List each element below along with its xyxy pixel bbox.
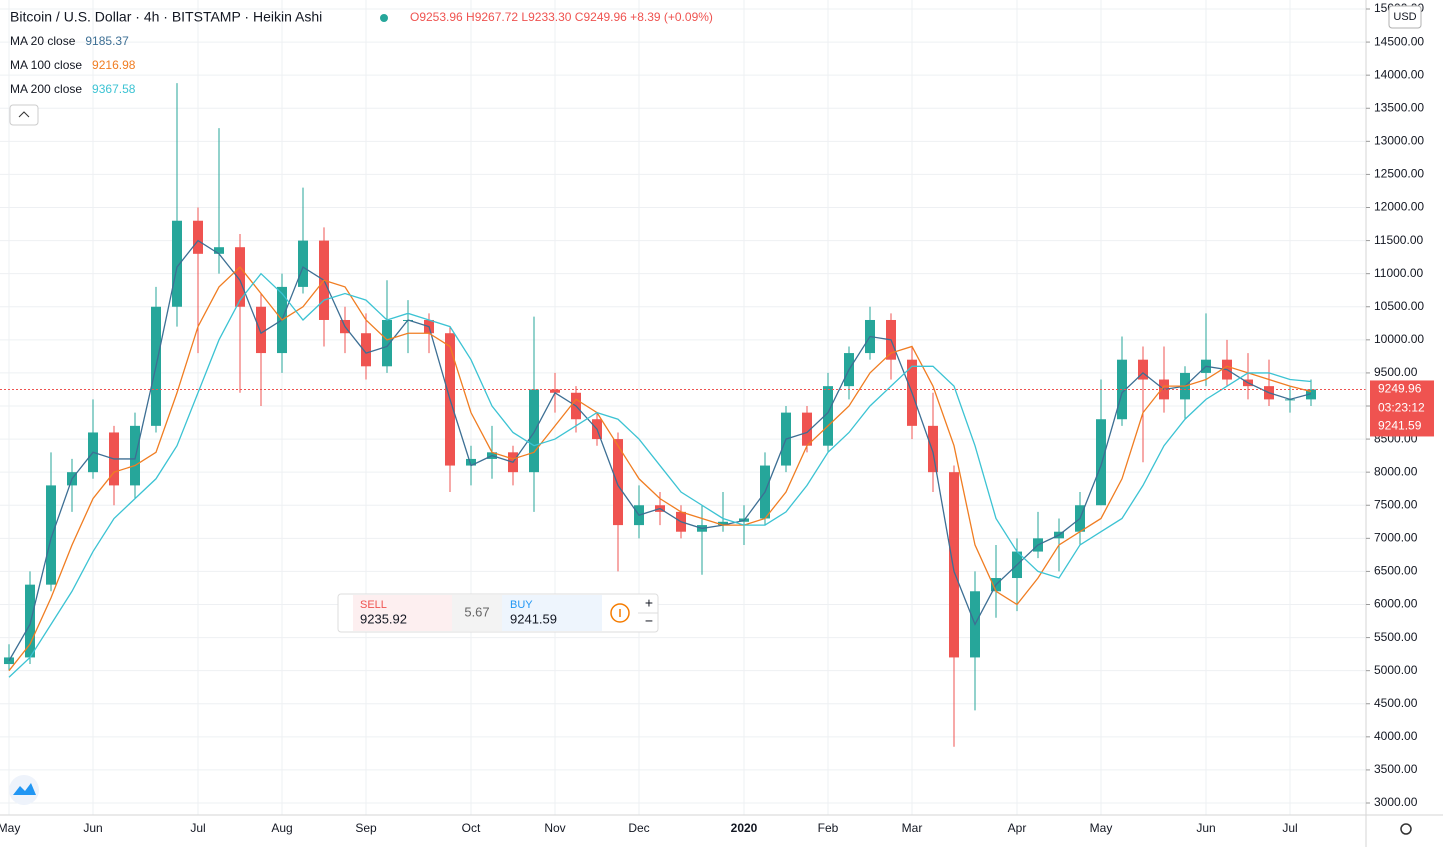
x-tick-label: Jul <box>1282 821 1297 835</box>
candle-body <box>802 412 812 446</box>
candle-body <box>130 425 140 486</box>
x-tick-label: Jul <box>190 821 205 835</box>
y-tick-label: 13500.00 <box>1374 100 1424 114</box>
last-price-tag <box>1370 380 1434 437</box>
collapse-icon <box>18 111 30 118</box>
ma-line <box>8 266 1312 672</box>
candle-body <box>256 306 266 354</box>
y-tick-label: 6500.00 <box>1374 564 1418 578</box>
candle-body <box>193 220 203 254</box>
candle-body <box>718 521 728 526</box>
legend-value: 9216.98 <box>92 58 136 72</box>
x-tick-label: Apr <box>1008 821 1027 835</box>
x-tick-label: Mar <box>902 821 923 835</box>
candle-body <box>4 657 14 665</box>
x-tick-label: 2020 <box>731 821 758 835</box>
ohlc: O9253.96 H9267.72 L9233.30 C9249.96 +8.3… <box>410 10 713 24</box>
spread-box <box>452 595 502 631</box>
axes: 3000.00 3500.00 4000.00 4500.00 5000.00 5500.… <box>0 1 1434 835</box>
candle-body <box>298 240 308 287</box>
candle-body <box>949 472 959 658</box>
candle-body <box>466 458 476 466</box>
currency-box[interactable] <box>1388 5 1422 29</box>
candle-body <box>361 333 371 367</box>
candle-body <box>550 389 560 393</box>
ask-label: 9241.59 <box>1378 419 1422 433</box>
info-icon[interactable] <box>610 603 630 623</box>
x-tick-label: Dec <box>628 821 649 835</box>
ma-line <box>8 239 1312 662</box>
buy-button[interactable] <box>502 595 602 631</box>
candle-body <box>823 386 833 446</box>
y-tick-label: 11500.00 <box>1374 233 1423 247</box>
x-tick-label: Jun <box>1196 821 1215 835</box>
plus-button[interactable]: + <box>645 595 653 611</box>
x-tick-label: May <box>1090 821 1113 835</box>
y-tick-label: 4000.00 <box>1374 729 1418 743</box>
candle-body <box>214 247 224 254</box>
x-tick-label: Jun <box>83 821 102 835</box>
y-tick-label: 12000.00 <box>1374 200 1424 214</box>
last-price-label: 9249.96 <box>1378 382 1422 396</box>
logo-icon <box>13 783 36 795</box>
legend-value: 9367.58 <box>92 82 136 96</box>
x-tick-label: Oct <box>462 821 481 835</box>
y-tick-label: 7000.00 <box>1374 531 1418 545</box>
sell-price: 9235.92 <box>360 611 407 626</box>
x-tick-label: May <box>0 821 20 835</box>
candle-body <box>613 439 623 526</box>
legend-label: MA 100 close <box>10 58 82 72</box>
chart-title: Bitcoin / U.S. Dollar · 4h · BITSTAMP · … <box>10 9 322 25</box>
candle-body <box>46 485 56 585</box>
legend-label: MA 20 close <box>10 34 76 48</box>
y-tick-label: 9500.00 <box>1374 365 1418 379</box>
countdown: 03:23:12 <box>1378 401 1425 415</box>
candle-body <box>172 220 182 307</box>
legend-value: 9185.37 <box>85 34 129 48</box>
buy-price: 9241.59 <box>510 611 557 626</box>
y-tick-label: 12500.00 <box>1374 167 1424 181</box>
y-tick-label: 14000.00 <box>1374 67 1424 81</box>
y-tick-label: 10000.00 <box>1374 332 1424 346</box>
marks <box>0 83 1366 747</box>
collapse-button[interactable] <box>9 104 39 126</box>
candle-body <box>928 425 938 473</box>
trade-widget: SELL 9235.92 5.67 BUY 9241.59 + − <box>337 593 659 633</box>
spread: 5.67 <box>464 604 489 619</box>
y-tick-label: 3000.00 <box>1374 795 1418 809</box>
y-tick-label: 3500.00 <box>1374 762 1418 776</box>
y-tick-label: 7500.00 <box>1374 497 1418 511</box>
y-tick-label: 4500.00 <box>1374 696 1418 710</box>
y-tick-label: 13000.00 <box>1374 134 1424 148</box>
y-tick-label: 10500.00 <box>1374 299 1424 313</box>
status-dot <box>380 14 388 22</box>
x-tick-label: Sep <box>355 821 377 835</box>
y-tick-label: 5500.00 <box>1374 630 1418 644</box>
y-tick-label: 8000.00 <box>1374 464 1418 478</box>
x-tick-label: Nov <box>544 821 565 835</box>
y-tick-label: 11000.00 <box>1374 266 1423 280</box>
candle-body <box>235 247 245 307</box>
y-tick-label: 14500.00 <box>1374 34 1424 48</box>
legend-label: MA 200 close <box>10 82 82 96</box>
candle-body <box>25 584 35 658</box>
candle-body <box>529 389 539 473</box>
settings-icon[interactable] <box>1400 823 1412 835</box>
sell-button[interactable] <box>353 595 452 631</box>
y-tick-label: 6000.00 <box>1374 597 1418 611</box>
candle-body <box>382 319 392 367</box>
ma-line <box>8 272 1312 678</box>
buy-label: BUY <box>510 599 533 611</box>
x-tick-label: Aug <box>271 821 292 835</box>
sell-label: SELL <box>360 599 387 611</box>
candle-body <box>1096 419 1106 506</box>
minus-button[interactable]: − <box>645 613 653 629</box>
y-tick-label: 5000.00 <box>1374 663 1418 677</box>
currency: USD <box>1393 11 1416 23</box>
x-tick-label: Feb <box>818 821 839 835</box>
candle-body <box>1138 359 1148 380</box>
